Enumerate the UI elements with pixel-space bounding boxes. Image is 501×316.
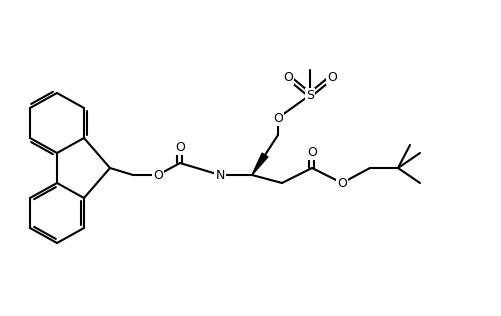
Text: O: O [153, 168, 163, 181]
Text: O: O [283, 70, 293, 83]
Text: O: O [336, 177, 346, 190]
Text: N: N [215, 168, 224, 181]
Text: O: O [307, 145, 316, 159]
Text: O: O [327, 70, 336, 83]
Text: O: O [273, 112, 283, 125]
Text: S: S [306, 88, 313, 101]
Polygon shape [252, 153, 268, 175]
Text: O: O [175, 141, 184, 154]
